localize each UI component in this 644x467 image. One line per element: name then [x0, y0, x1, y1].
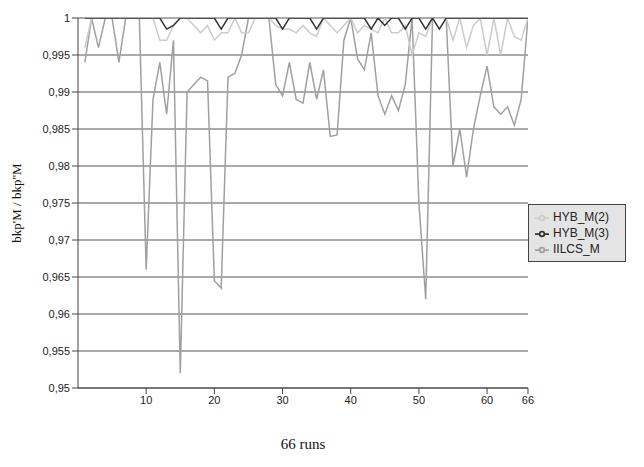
html-text:IILCS_M: IILCS_M: [553, 242, 600, 256]
svg-text:66: 66: [522, 394, 534, 406]
svg-text:66 runs: 66 runs: [281, 436, 326, 452]
svg-text:0,97: 0,97: [49, 234, 70, 246]
svg-text:0,965: 0,965: [42, 271, 70, 283]
svg-text:50: 50: [413, 394, 425, 406]
svg-text:1: 1: [64, 12, 70, 24]
svg-text:30: 30: [276, 394, 288, 406]
svg-text:0,98: 0,98: [49, 160, 70, 172]
svg-text:60: 60: [481, 394, 493, 406]
svg-text:0,985: 0,985: [42, 123, 70, 135]
svg-text:0,96: 0,96: [49, 308, 70, 320]
svg-text:0,995: 0,995: [42, 49, 70, 61]
svg-text:10: 10: [140, 394, 152, 406]
svg-text:0,99: 0,99: [49, 86, 70, 98]
svg-text:0,975: 0,975: [42, 197, 70, 209]
svg-text:0,95: 0,95: [49, 382, 70, 394]
svg-text:0,955: 0,955: [42, 345, 70, 357]
svg-text:20: 20: [208, 394, 220, 406]
html-text:HYB_M(3): HYB_M(3): [553, 226, 609, 240]
html-text:HYB_M(2): HYB_M(2): [553, 210, 609, 224]
svg-text:bkp'M / bkp''M: bkp'M / bkp''M: [9, 163, 24, 243]
svg-text:40: 40: [345, 394, 357, 406]
